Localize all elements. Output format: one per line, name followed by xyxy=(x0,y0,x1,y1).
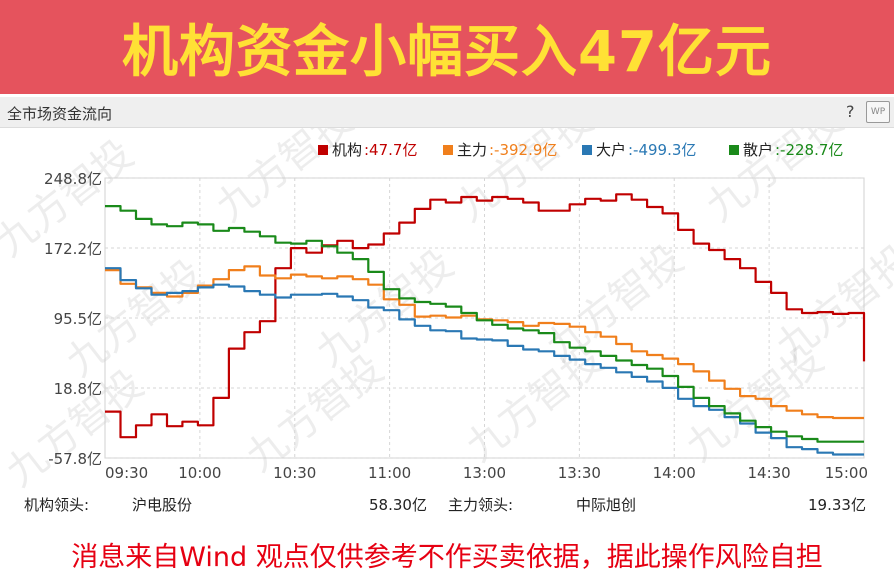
x-tick-label: 09:30 xyxy=(105,464,148,482)
watermark-text: 九方智投 xyxy=(308,241,462,376)
main-leader-label: 主力领头: xyxy=(448,496,513,514)
legend-value: :-499.3亿 xyxy=(628,141,696,159)
inst-leader-label: 机构领头: xyxy=(24,496,89,514)
watermark-text: 九方智投 xyxy=(538,236,692,371)
title-banner: 机构资金小幅买入47亿元 xyxy=(0,0,894,94)
x-tick-label: 11:00 xyxy=(368,464,411,482)
legend-swatch xyxy=(582,145,592,155)
x-tick-label: 15:00 xyxy=(825,464,868,482)
watermark-text: 九方智投 xyxy=(678,336,832,471)
disclaimer-text: 消息来自Wind 观点仅供参考不作买卖依据，据此操作风险自担 xyxy=(71,542,823,573)
inst-leader-value: 58.30亿 xyxy=(369,496,427,514)
disclaimer-footer: 消息来自Wind 观点仅供参考不作买卖依据，据此操作风险自担 xyxy=(0,526,894,583)
y-tick-label: 248.8亿 xyxy=(44,170,102,188)
x-tick-label: 13:30 xyxy=(558,464,601,482)
legend-swatch xyxy=(443,145,453,155)
legend-value: :-392.9亿 xyxy=(489,141,557,159)
x-tick-label: 10:00 xyxy=(178,464,221,482)
help-icon[interactable]: ? xyxy=(846,102,855,121)
inst-leader-name: 沪电股份 xyxy=(132,496,192,514)
banner-title: 机构资金小幅买入47亿元 xyxy=(122,19,772,85)
y-axis-ticks: 248.8亿 172.2亿 95.5亿 18.8亿 -57.8亿 xyxy=(44,170,102,468)
chart-legend: 机构:47.7亿 主力:-392.9亿 大户:-499.3亿 散户:-228.7亿 xyxy=(318,141,843,159)
series-line xyxy=(105,205,864,443)
legend-swatch xyxy=(318,145,328,155)
y-tick-label: 172.2亿 xyxy=(44,240,102,258)
legend-value: :-228.7亿 xyxy=(775,141,843,159)
x-tick-label: 10:30 xyxy=(273,464,316,482)
x-tick-label: 14:00 xyxy=(653,464,696,482)
legend-value: :47.7亿 xyxy=(364,141,417,159)
y-tick-label: 18.8亿 xyxy=(54,380,102,398)
y-tick-label: 95.5亿 xyxy=(54,310,102,328)
x-tick-label: 14:30 xyxy=(748,464,791,482)
main-leader-value: 19.33亿 xyxy=(808,496,866,514)
leader-row: 机构领头: 沪电股份 58.30亿 主力领头: 中际旭创 19.33亿 xyxy=(24,496,866,514)
series-line xyxy=(105,267,864,456)
watermark-text: 九方智投 xyxy=(458,336,612,471)
wp-icon[interactable]: WP xyxy=(866,101,890,123)
watermark-text: 九方智投 xyxy=(238,346,392,481)
x-axis-ticks: 09:30 10:00 10:30 11:00 13:00 13:30 14:00 14:30… xyxy=(105,178,868,482)
series-lines xyxy=(105,193,866,456)
legend-name: 主力 xyxy=(457,141,487,159)
x-tick-label: 13:00 xyxy=(463,464,506,482)
legend-swatch xyxy=(729,145,739,155)
panel-header: 全市场资金流向 ? WP xyxy=(0,97,894,128)
legend-name: 机构 xyxy=(332,141,362,159)
y-tick-label: -57.8亿 xyxy=(48,450,102,468)
panel-title: 全市场资金流向 xyxy=(7,105,113,123)
fund-flow-chart: 九方智投 九方智投 九方智投 九方智投 九方智投 九方智投 九方智投 九方智投 九方智投 九方智投… xyxy=(0,96,894,520)
main-leader-name: 中际旭创 xyxy=(576,496,636,514)
series-line xyxy=(105,193,866,439)
legend-name: 散户 xyxy=(743,141,773,159)
legend-name: 大户 xyxy=(596,141,626,159)
